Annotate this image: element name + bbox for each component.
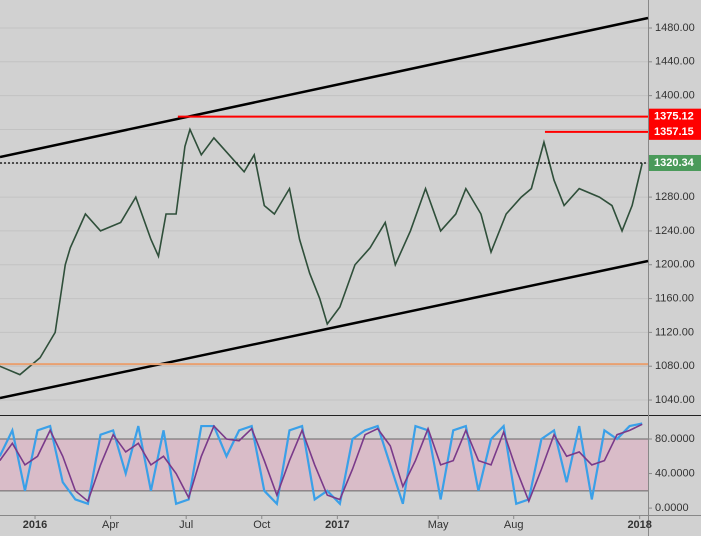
y-tick-label: 1280.00 <box>655 191 695 203</box>
x-tick-label: Aug <box>504 519 524 531</box>
series-line <box>0 423 643 504</box>
y-tick-label: 40.0000 <box>655 467 695 479</box>
y-tick-label: 1160.00 <box>655 292 694 304</box>
level-label: 1320.34 <box>654 157 695 169</box>
x-tick-label: Apr <box>102 519 119 531</box>
trend-line <box>0 259 649 400</box>
trend-line <box>0 16 649 159</box>
level-label-box <box>649 123 701 140</box>
y-tick-label: 1040.00 <box>655 394 695 406</box>
y-tick-label: 1080.00 <box>655 360 695 372</box>
y-tick-label: 1480.00 <box>655 22 695 34</box>
y-tick-label: 80.0000 <box>655 433 695 445</box>
y-tick-label: 1200.00 <box>655 259 695 271</box>
level-label: 1357.15 <box>654 126 694 138</box>
y-tick-label: 1240.00 <box>655 225 695 237</box>
y-tick-label: 1120.00 <box>655 326 694 338</box>
stoch-band <box>0 439 648 491</box>
series-line <box>0 127 643 376</box>
series-line <box>0 422 643 507</box>
level-label: 1375.12 <box>654 111 694 123</box>
x-tick-label: 2017 <box>325 519 349 531</box>
y-tick-label: 0.0000 <box>655 502 689 514</box>
y-tick-label: 1400.00 <box>655 90 695 102</box>
x-tick-label: 2016 <box>23 519 47 531</box>
y-tick-label: 1440.00 <box>655 56 695 68</box>
level-label-box <box>649 108 701 125</box>
x-tick-label: 2018 <box>627 519 651 531</box>
x-tick-label: May <box>428 519 449 531</box>
level-label-box <box>649 154 701 171</box>
x-tick-label: Jul <box>179 519 193 531</box>
x-tick-label: Oct <box>253 519 270 531</box>
